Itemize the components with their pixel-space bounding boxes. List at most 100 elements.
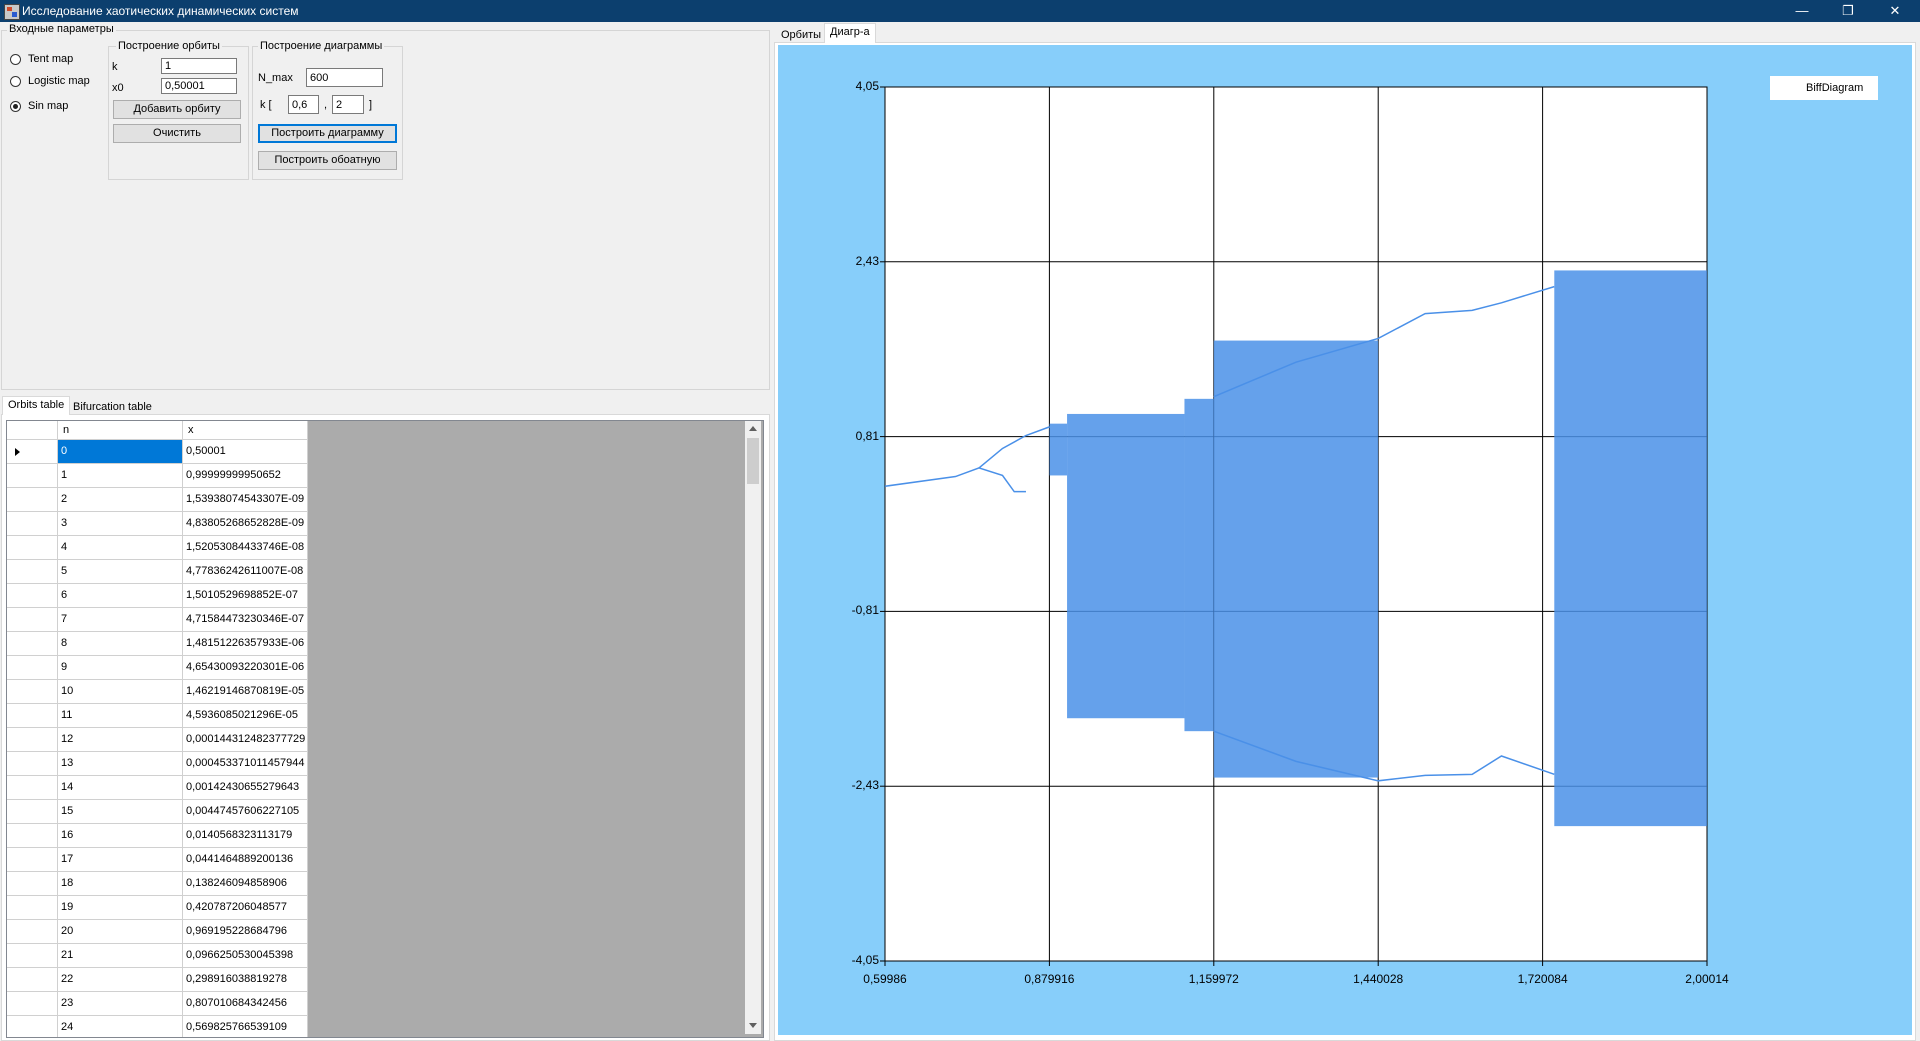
table-row[interactable]: 21 0,0966250530045398 (7, 944, 308, 968)
add-orbit-button[interactable]: Добавить орбиту (113, 100, 241, 119)
cell-x[interactable]: 4,71584473230346E-07 (183, 608, 308, 632)
table-row[interactable]: 4 1,52053084433746E-08 (7, 536, 308, 560)
row-header[interactable] (7, 800, 58, 824)
cell-x[interactable]: 0,0441464889200136 (183, 848, 308, 872)
cell-n[interactable]: 5 (58, 560, 183, 584)
table-row[interactable]: 0 0,50001 (7, 440, 308, 464)
row-header[interactable] (7, 848, 58, 872)
cell-x[interactable]: 0,000453371011457944 (183, 752, 308, 776)
table-row[interactable]: 3 4,83805268652828E-09 (7, 512, 308, 536)
cell-x[interactable]: 0,50001 (183, 440, 308, 464)
table-row[interactable]: 20 0,969195228684796 (7, 920, 308, 944)
cell-n[interactable]: 19 (58, 896, 183, 920)
table-row[interactable]: 9 4,65430093220301E-06 (7, 656, 308, 680)
tab-bifurcation-table[interactable]: Bifurcation table (73, 401, 152, 413)
row-header[interactable] (7, 752, 58, 776)
close-button[interactable]: ✕ (1889, 3, 1901, 18)
column-header-n[interactable]: n (58, 421, 183, 440)
row-header[interactable] (7, 728, 58, 752)
cell-n[interactable]: 2 (58, 488, 183, 512)
row-header[interactable] (7, 560, 58, 584)
row-header[interactable] (7, 872, 58, 896)
cell-n[interactable]: 6 (58, 584, 183, 608)
row-header[interactable] (7, 968, 58, 992)
cell-n[interactable]: 15 (58, 800, 183, 824)
cell-x[interactable]: 0,0966250530045398 (183, 944, 308, 968)
row-header[interactable] (7, 584, 58, 608)
cell-x[interactable]: 0,420787206048577 (183, 896, 308, 920)
table-row[interactable]: 14 0,00142430655279643 (7, 776, 308, 800)
table-row[interactable]: 22 0,298916038819278 (7, 968, 308, 992)
cell-n[interactable]: 17 (58, 848, 183, 872)
row-header[interactable] (7, 488, 58, 512)
cell-n[interactable]: 16 (58, 824, 183, 848)
cell-n[interactable]: 3 (58, 512, 183, 536)
build-diagram-button[interactable]: Построить диаграмму (258, 124, 397, 143)
maximize-button[interactable]: ❐ (1842, 3, 1854, 18)
cell-n[interactable]: 14 (58, 776, 183, 800)
row-header[interactable] (7, 920, 58, 944)
cell-x[interactable]: 4,77836242611007E-08 (183, 560, 308, 584)
row-header[interactable] (7, 608, 58, 632)
cell-n[interactable]: 22 (58, 968, 183, 992)
table-row[interactable]: 15 0,00447457606227105 (7, 800, 308, 824)
cell-n[interactable]: 18 (58, 872, 183, 896)
cell-x[interactable]: 1,5010529698852E-07 (183, 584, 308, 608)
minimize-button[interactable]: — (1795, 3, 1809, 18)
table-row[interactable]: 18 0,138246094858906 (7, 872, 308, 896)
table-row[interactable]: 6 1,5010529698852E-07 (7, 584, 308, 608)
cell-x[interactable]: 0,138246094858906 (183, 872, 308, 896)
cell-x[interactable]: 4,83805268652828E-09 (183, 512, 308, 536)
row-header[interactable] (7, 896, 58, 920)
orbits-grid[interactable]: n x 0 0,50001 1 0,99999999950652 2 1,53938074… (6, 420, 764, 1038)
row-header[interactable] (7, 632, 58, 656)
row-header[interactable] (7, 656, 58, 680)
nmax-input[interactable] (306, 68, 383, 87)
cell-x[interactable]: 0,00447457606227105 (183, 800, 308, 824)
tab-orbits[interactable]: Орбиты (781, 29, 822, 41)
table-row[interactable]: 17 0,0441464889200136 (7, 848, 308, 872)
cell-x[interactable]: 0,807010684342456 (183, 992, 308, 1016)
table-row[interactable]: 11 4,5936085021296E-05 (7, 704, 308, 728)
cell-x[interactable]: 0,000144312482377729 (183, 728, 308, 752)
row-header[interactable] (7, 704, 58, 728)
scroll-thumb[interactable] (747, 438, 759, 484)
row-header[interactable] (7, 536, 58, 560)
cell-x[interactable]: 4,5936085021296E-05 (183, 704, 308, 728)
table-row[interactable]: 10 1,46219146870819E-05 (7, 680, 308, 704)
cell-x[interactable]: 1,52053084433746E-08 (183, 536, 308, 560)
cell-n[interactable]: 12 (58, 728, 183, 752)
row-header[interactable] (7, 776, 58, 800)
table-row[interactable]: 16 0,0140568323113179 (7, 824, 308, 848)
cell-n[interactable]: 4 (58, 536, 183, 560)
cell-n[interactable]: 13 (58, 752, 183, 776)
table-row[interactable]: 13 0,000453371011457944 (7, 752, 308, 776)
cell-n[interactable]: 21 (58, 944, 183, 968)
tab-diagram[interactable]: Диагр-а (824, 23, 876, 43)
table-row[interactable]: 2 1,53938074543307E-09 (7, 488, 308, 512)
table-row[interactable]: 24 0,569825766539109 (7, 1016, 308, 1037)
cell-n[interactable]: 24 (58, 1016, 183, 1037)
table-row[interactable]: 23 0,807010684342456 (7, 992, 308, 1016)
cell-n[interactable]: 8 (58, 632, 183, 656)
cell-x[interactable]: 0,969195228684796 (183, 920, 308, 944)
cell-n[interactable]: 10 (58, 680, 183, 704)
cell-n[interactable]: 0 (58, 440, 183, 464)
scroll-up-arrow-icon[interactable] (749, 426, 757, 431)
clear-button[interactable]: Очистить (113, 124, 241, 143)
grid-vertical-scrollbar[interactable] (745, 421, 761, 1034)
tab-orbits-table[interactable]: Orbits table (2, 396, 71, 415)
x0-input[interactable] (161, 78, 237, 94)
row-header[interactable] (7, 440, 58, 464)
row-header[interactable] (7, 680, 58, 704)
column-header-x[interactable]: x (183, 421, 308, 440)
build-inverse-button[interactable]: Построить обоатную (258, 151, 397, 170)
cell-n[interactable]: 1 (58, 464, 183, 488)
cell-n[interactable]: 20 (58, 920, 183, 944)
table-row[interactable]: 12 0,000144312482377729 (7, 728, 308, 752)
row-header[interactable] (7, 944, 58, 968)
cell-x[interactable]: 4,65430093220301E-06 (183, 656, 308, 680)
row-header[interactable] (7, 512, 58, 536)
table-row[interactable]: 8 1,48151226357933E-06 (7, 632, 308, 656)
radio-logistic-map[interactable] (10, 76, 21, 87)
